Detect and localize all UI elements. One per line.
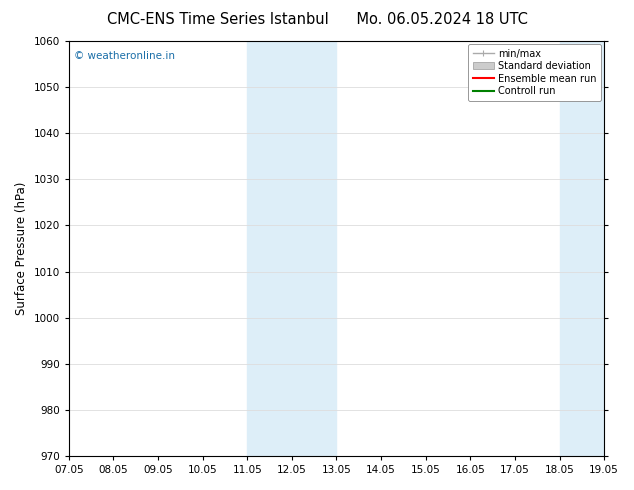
Text: CMC-ENS Time Series Istanbul      Mo. 06.05.2024 18 UTC: CMC-ENS Time Series Istanbul Mo. 06.05.2… [107, 12, 527, 27]
Text: © weatheronline.in: © weatheronline.in [74, 51, 175, 61]
Bar [247, 41, 337, 456]
Legend: min/max, Standard deviation, Ensemble mean run, Controll run: min/max, Standard deviation, Ensemble me… [468, 44, 601, 101]
Y-axis label: Surface Pressure (hPa): Surface Pressure (hPa) [15, 182, 28, 315]
Bar [560, 41, 604, 456]
